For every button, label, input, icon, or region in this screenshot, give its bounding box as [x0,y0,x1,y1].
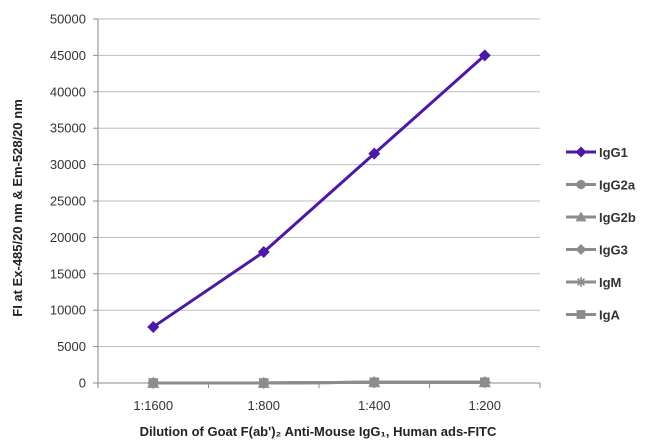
y-tick-labels: 0 5000 10000 15000 20000 25000 30000 35000 40000… [50,12,86,391]
legend[interactable]: IgG1 IgG2a IgG2b IgG3 IgM IgA [566,145,636,323]
x-tick-label: 1:400 [358,398,391,413]
y-tick-label: 35000 [50,121,86,136]
data-point-iga [148,378,159,388]
y-tick-label: 15000 [50,266,86,281]
legend-item-igm[interactable]: IgM [566,275,621,290]
data-point-igg1 [368,147,381,160]
x-axis-title: Dilution of Goat F(ab')₂ Anti-Mouse IgG₁… [140,424,497,439]
gridlines [98,18,540,348]
y-axis-title: FI at Ex-485/20 nm & Em-528/20 nm [10,99,25,316]
legend-marker [576,310,586,319]
legend-label: IgG3 [599,243,628,258]
x-tick-label: 1:800 [247,398,280,413]
legend-label: IgG2a [599,178,636,193]
series [147,49,491,389]
series-line-igg1 [152,54,486,329]
y-tick-label: 30000 [50,157,86,172]
legend-label: IgG2b [599,210,636,225]
series-iga [148,377,490,388]
legend-item-igg2b[interactable]: IgG2b [566,210,636,225]
data-point-iga [258,378,269,388]
legend-marker [576,277,586,287]
data-point-iga [479,377,490,388]
legend-label: IgG1 [599,145,628,160]
data-point-iga [369,377,380,388]
x-tick-labels: 1:1600 1:800 1:400 1:200 [133,398,501,413]
legend-label: IgM [599,275,621,290]
y-tick-label: 45000 [50,48,86,63]
x-tick-label: 1:1600 [133,398,173,413]
legend-marker [575,211,587,222]
y-tick-label: 25000 [50,194,86,209]
y-tick-label: 5000 [57,339,86,354]
legend-marker [575,244,587,255]
y-tick-label: 0 [79,376,86,391]
data-point-igg1 [478,49,491,62]
legend-marker [575,146,587,158]
series-igg1 [147,49,491,333]
series-line-iga [153,380,485,385]
legend-label: IgA [599,308,621,323]
y-tick-label: 40000 [50,84,86,99]
y-tick-label: 10000 [50,303,86,318]
legend-marker [576,179,586,190]
y-tick-label: 50000 [50,12,86,27]
data-point-igg1 [257,245,270,258]
legend-item-igg1[interactable]: IgG1 [566,145,628,160]
y-tick-label: 20000 [50,230,86,245]
data-point-igg1 [147,320,160,333]
legend-item-igg2a[interactable]: IgG2a [566,178,636,193]
legend-item-iga[interactable]: IgA [566,308,621,323]
x-tick-label: 1:200 [468,398,501,413]
legend-item-igg3[interactable]: IgG3 [566,243,628,258]
